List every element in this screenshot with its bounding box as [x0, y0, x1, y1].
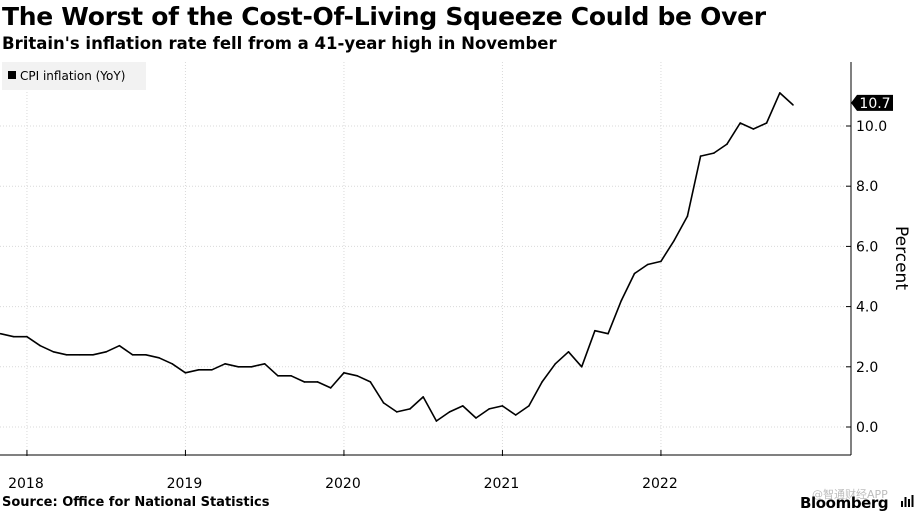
- data-point: [250, 366, 253, 368]
- data-point: [52, 351, 55, 353]
- data-point: [660, 260, 662, 263]
- data-point: [514, 414, 517, 416]
- data-point: [197, 369, 200, 371]
- x-tick-label: 2020: [325, 476, 361, 492]
- data-point: [620, 299, 623, 302]
- x-tick-label: 2019: [167, 476, 203, 492]
- data-point: [726, 143, 728, 145]
- data-point: [699, 155, 702, 157]
- x-tick-label: 2021: [484, 476, 520, 492]
- y-tick-label: 6.0: [856, 239, 878, 255]
- data-point: [290, 375, 292, 377]
- data-point: [369, 381, 372, 383]
- data-point: [607, 332, 609, 335]
- data-point: [673, 239, 675, 242]
- data-point: [594, 329, 596, 332]
- data-point: [739, 122, 741, 124]
- last-value-text: 10.7: [859, 96, 890, 112]
- data-point: [343, 372, 345, 374]
- data-point: [752, 128, 755, 130]
- data-point: [396, 411, 398, 413]
- y-tick-label: 0.0: [856, 420, 878, 436]
- watermark: @智通财经APP: [812, 488, 888, 501]
- legend-swatch: [8, 71, 16, 79]
- data-point: [528, 405, 530, 407]
- data-point: [567, 351, 570, 353]
- data-point: [501, 405, 504, 407]
- data-point: [131, 354, 134, 356]
- legend: CPI inflation (YoY): [2, 62, 146, 90]
- data-point: [12, 335, 15, 338]
- data-point: [633, 272, 636, 275]
- data-point: [237, 366, 240, 368]
- data-point: [713, 152, 715, 154]
- data-point: [277, 375, 279, 377]
- y-tick-label: 8.0: [856, 179, 878, 195]
- data-point: [105, 351, 107, 353]
- data-point: [356, 375, 359, 377]
- series-line-cpi: [0, 92, 794, 422]
- data-point: [422, 396, 425, 398]
- legend-label: CPI inflation (YoY): [20, 69, 125, 83]
- last-value-label: 10.7: [851, 94, 893, 112]
- bar-chart-icon: [901, 495, 914, 507]
- source-note: Source: Office for National Statistics: [2, 495, 270, 510]
- data-point: [382, 402, 385, 404]
- bloomberg-logo: Bloomberg: [800, 494, 889, 512]
- data-point: [118, 344, 121, 347]
- data-point: [263, 363, 266, 365]
- y-axis-label: Percent: [891, 226, 911, 290]
- data-point: [541, 381, 543, 383]
- y-axis: 0.0 2.0 4.0 6.0 8.0 10.0: [846, 62, 887, 455]
- series-layer: [0, 92, 794, 422]
- data-point: [224, 363, 226, 365]
- data-point: [184, 372, 187, 374]
- y-tick-label: 10.0: [856, 119, 887, 135]
- data-point: [303, 381, 306, 383]
- data-point: [646, 263, 649, 266]
- data-point: [329, 387, 332, 389]
- data-point: [39, 344, 41, 347]
- data-point: [435, 420, 438, 422]
- data-point: [448, 411, 451, 413]
- data-point: [0, 332, 2, 335]
- data-point: [316, 381, 319, 383]
- data-point: [580, 366, 583, 368]
- data-point: [765, 122, 768, 124]
- data-point: [686, 215, 689, 218]
- data-point: [171, 363, 173, 365]
- data-point: [145, 354, 147, 356]
- data-point: [26, 335, 28, 338]
- chart-subtitle: Britain's inflation rate fell from a 41-…: [2, 34, 557, 53]
- grid-lines: [0, 62, 848, 455]
- data-point: [792, 104, 794, 106]
- last-value-badge: [851, 94, 893, 111]
- data-point: [488, 408, 491, 410]
- x-tick-label: 2018: [8, 476, 44, 492]
- data-point: [779, 92, 781, 94]
- x-axis: 2018 2019 2020 2021 2022: [0, 450, 851, 492]
- data-point: [554, 363, 557, 365]
- y-tick-label: 4.0: [856, 300, 878, 316]
- data-point: [475, 417, 477, 419]
- data-point: [158, 357, 160, 359]
- data-point: [79, 354, 81, 356]
- data-point: [65, 354, 68, 356]
- chart-title: The Worst of the Cost-Of-Living Squeeze …: [2, 2, 766, 31]
- data-point: [211, 369, 213, 371]
- legend-box: [2, 62, 146, 90]
- data-point: [409, 408, 411, 410]
- y-tick-label: 2.0: [856, 360, 878, 376]
- data-point: [92, 354, 94, 356]
- data-point: [462, 405, 464, 407]
- x-tick-label: 2022: [642, 476, 678, 492]
